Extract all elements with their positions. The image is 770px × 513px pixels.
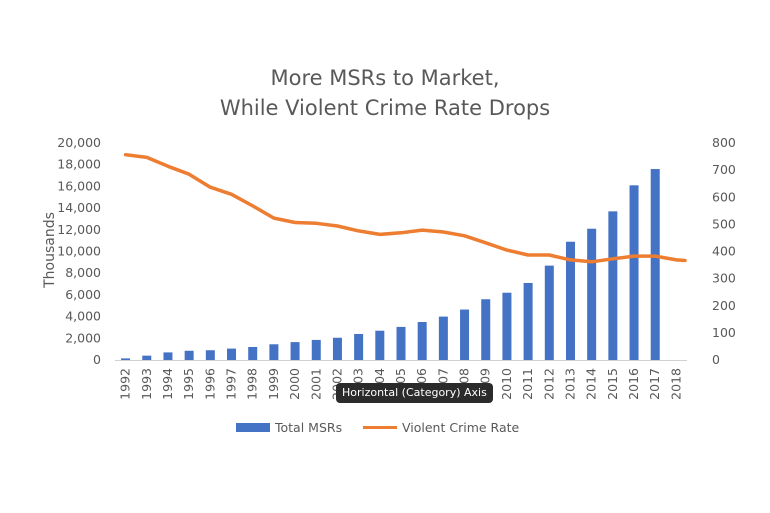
msr-bar[interactable]	[460, 309, 470, 360]
y-tick-label: 12,000	[57, 222, 101, 237]
y-tick-label: 6,000	[65, 287, 101, 302]
legend-swatch-line	[363, 426, 397, 429]
msr-bar[interactable]	[290, 342, 300, 360]
y-tick-label: 14,000	[57, 200, 101, 215]
msr-bar[interactable]	[629, 185, 639, 360]
msr-bar[interactable]	[523, 282, 533, 360]
violent-crime-line	[123, 152, 687, 264]
msr-bar[interactable]	[332, 337, 342, 360]
y2-tick-label: 200	[712, 298, 736, 313]
msr-bar[interactable]	[248, 346, 258, 360]
x-tick-label: 2001	[308, 368, 323, 400]
msr-bar[interactable]	[375, 330, 385, 360]
x-tick-label: 2017	[647, 368, 662, 400]
y-tick-label: 18,000	[57, 157, 101, 172]
msr-bar[interactable]	[565, 241, 575, 360]
y-tick-label: 4,000	[65, 309, 101, 324]
x-tick-label: 1995	[181, 368, 196, 400]
msr-bar[interactable]	[354, 333, 364, 360]
y-tick-label: 8,000	[65, 265, 101, 280]
y-tick-label: 0	[93, 352, 101, 367]
y2-tick-label: 0	[712, 352, 720, 367]
x-tick-label: 2018	[668, 368, 683, 400]
y2-tick-label: 800	[712, 135, 736, 150]
y2-tick-label: 500	[712, 216, 736, 231]
legend-swatch-bar	[236, 423, 270, 432]
y2-tick-label: 400	[712, 244, 736, 259]
msr-bar[interactable]	[502, 292, 512, 360]
y-tick-label: 2,000	[65, 330, 101, 345]
msr-bar[interactable]	[184, 350, 194, 360]
legend-item-violent-crime-rate[interactable]: Violent Crime Rate	[363, 420, 519, 435]
y2-tick-label: 300	[712, 271, 736, 286]
msr-bar[interactable]	[587, 228, 597, 360]
msr-bar[interactable]	[121, 358, 131, 360]
msr-bar[interactable]	[227, 348, 237, 360]
legend: Total MSRs Violent Crime Rate	[0, 420, 770, 442]
msr-bar[interactable]	[650, 169, 660, 360]
legend-label-violent-crime-rate: Violent Crime Rate	[402, 420, 520, 435]
y2-tick-label: 600	[712, 189, 736, 204]
msr-bar[interactable]	[396, 326, 406, 360]
axis-tooltip: Horizontal (Category) Axis	[336, 383, 493, 403]
x-tick-label: 2013	[562, 368, 577, 400]
left-axis-ticks: 20,000 18,000 16,000 14,000 12,000 10,000 8,00…	[57, 135, 101, 367]
msr-bar[interactable]	[438, 316, 448, 360]
x-tick-label: 2016	[626, 368, 641, 400]
right-axis-ticks: 800 700 600 500 400 300 200 100 0	[712, 135, 736, 367]
y-tick-label: 16,000	[57, 178, 101, 193]
y-tick-label: 20,000	[57, 135, 101, 150]
legend-label-total-msrs: Total MSRs	[275, 420, 343, 435]
x-tick-label: 2010	[499, 368, 514, 400]
chart-title-line-1: More MSRs to Market,	[270, 66, 500, 90]
msr-bar[interactable]	[269, 344, 279, 360]
msr-bar[interactable]	[142, 355, 152, 360]
msr-bar[interactable]	[311, 339, 321, 360]
x-tick-label: 1996	[202, 368, 217, 400]
x-tick-label: 2012	[541, 368, 556, 400]
legend-item-total-msrs[interactable]: Total MSRs	[236, 420, 342, 435]
y-axis-title: Thousands	[42, 212, 58, 289]
msr-bar[interactable]	[417, 322, 427, 360]
msr-bar[interactable]	[608, 211, 618, 360]
msr-bars	[121, 169, 660, 360]
x-tick-label: 1994	[160, 368, 175, 400]
msr-bar[interactable]	[481, 299, 491, 360]
msr-bar[interactable]	[544, 265, 554, 360]
x-tick-label: 1992	[118, 368, 133, 400]
msr-bar[interactable]	[205, 350, 215, 360]
x-tick-label: 1997	[224, 368, 239, 400]
msr-bar[interactable]	[163, 352, 173, 360]
x-tick-label: 1998	[245, 368, 260, 400]
y2-tick-label: 100	[712, 325, 736, 340]
y-tick-label: 10,000	[57, 244, 101, 259]
x-tick-label: 2011	[520, 368, 535, 400]
x-tick-label: 2015	[605, 368, 620, 400]
x-tick-label: 1993	[139, 368, 154, 400]
x-tick-label: 2014	[584, 368, 599, 400]
y2-tick-label: 700	[712, 162, 736, 177]
chart-title-line-2: While Violent Crime Rate Drops	[219, 96, 551, 120]
x-tick-label: 2000	[287, 368, 302, 400]
x-tick-label: 1999	[266, 368, 281, 400]
